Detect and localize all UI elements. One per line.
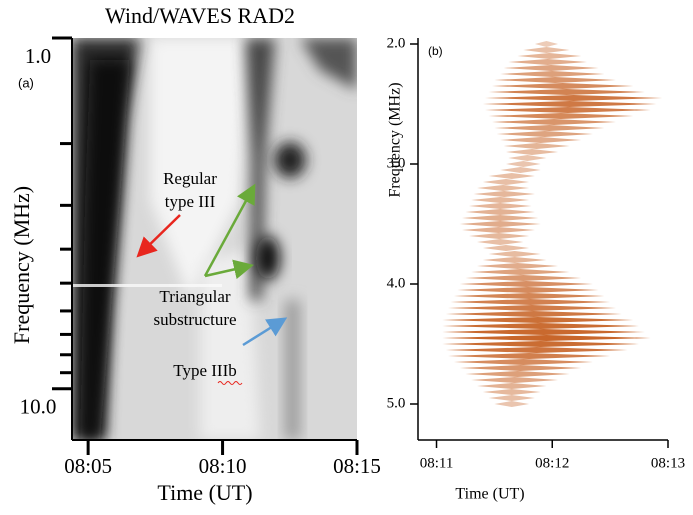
profile-line [503, 65, 599, 71]
profile-line [488, 89, 645, 95]
profile-line [465, 209, 535, 215]
profile-line [503, 143, 570, 149]
profile-line [465, 275, 582, 281]
spectrogram-image [72, 38, 357, 440]
panel-label: (a) [18, 75, 34, 90]
x-axis-label: Time (UT) [455, 486, 524, 503]
profile-line [445, 311, 622, 317]
x-tick-label: 08:10 [199, 454, 247, 478]
profile-line [471, 197, 530, 203]
spell-underline [217, 381, 243, 385]
profile-line [471, 269, 570, 275]
profile-line [505, 161, 541, 167]
profile-line [465, 371, 570, 377]
y-tick-label: 10.0 [20, 395, 57, 419]
profile-line [477, 383, 547, 389]
arrow [136, 214, 181, 258]
profile-line [492, 83, 634, 89]
profile-line [500, 137, 582, 143]
x-tick-label: 08:12 [535, 455, 569, 471]
y-tick-label: 3.0 [387, 155, 406, 171]
arrow [203, 183, 256, 277]
arrow [242, 317, 288, 347]
annotation: Regular [163, 169, 217, 188]
profile-line [482, 389, 541, 395]
profile-line [488, 251, 541, 257]
y-tick-label: 5.0 [387, 395, 406, 411]
profile-line [496, 131, 593, 137]
annotation: type III [165, 192, 216, 211]
profile-line [459, 281, 593, 287]
profile-line [477, 263, 559, 269]
profile-line [482, 179, 530, 185]
y-axis-label: Frequency (MHz) [9, 186, 34, 344]
profile-line [453, 293, 605, 299]
profile-line [450, 299, 611, 305]
profile-line [442, 335, 651, 341]
profile-line [500, 71, 605, 77]
profile-line [485, 107, 651, 113]
profile-line [442, 323, 640, 329]
profile-line [488, 173, 535, 179]
annotation: Type IIIb [173, 361, 236, 380]
y-tick-label: 2.0 [387, 35, 406, 51]
x-axis-label: Time (UT) [157, 480, 252, 505]
profile-line [448, 353, 611, 359]
profile-line [457, 287, 599, 293]
profile-line [482, 245, 530, 251]
x-tick-label: 08:15 [333, 454, 381, 478]
profile-line [488, 113, 634, 119]
profile-line [500, 167, 541, 173]
profile-line [442, 341, 640, 347]
profile-line [442, 317, 634, 323]
profile-line [508, 155, 547, 161]
profile-line [494, 77, 616, 83]
profile-line [477, 239, 524, 245]
profile-line [459, 365, 582, 371]
profile-line [477, 185, 530, 191]
chart-title: Wind/WAVES RAD2 [105, 3, 295, 28]
profile-line [473, 191, 535, 197]
profile-line [505, 149, 559, 155]
profile-line [445, 347, 628, 353]
profile-line [468, 203, 532, 209]
profile-line [508, 59, 587, 65]
y-tick-label: 1.0 [25, 44, 51, 68]
profile-line [471, 377, 559, 383]
profile-line [442, 329, 645, 335]
x-tick-label: 08:11 [420, 455, 454, 471]
annotation: Triangular [159, 287, 230, 306]
panel-label: (b) [428, 44, 443, 58]
profile-line [482, 101, 657, 107]
profile-line [492, 119, 616, 125]
x-tick-label: 08:05 [64, 454, 112, 478]
profile-line [459, 221, 541, 227]
profile-line [494, 401, 530, 407]
profile-line [468, 233, 530, 239]
profile-line [448, 305, 616, 311]
arrow [204, 259, 254, 280]
profile-line [488, 395, 535, 401]
profile-line [461, 227, 535, 233]
profile-line [453, 359, 593, 365]
profile-line [485, 95, 663, 101]
y-axis-label: Frequency (MHz) [387, 82, 404, 197]
profile-line [482, 257, 547, 263]
profile-line [517, 53, 582, 59]
annotation: substructure [153, 310, 236, 329]
profile-line [494, 125, 605, 131]
y-tick-label: 4.0 [387, 275, 406, 291]
profile-line [523, 47, 570, 53]
profile-line [534, 41, 559, 47]
x-tick-label: 08:13 [651, 455, 685, 471]
profile-line [461, 215, 539, 221]
